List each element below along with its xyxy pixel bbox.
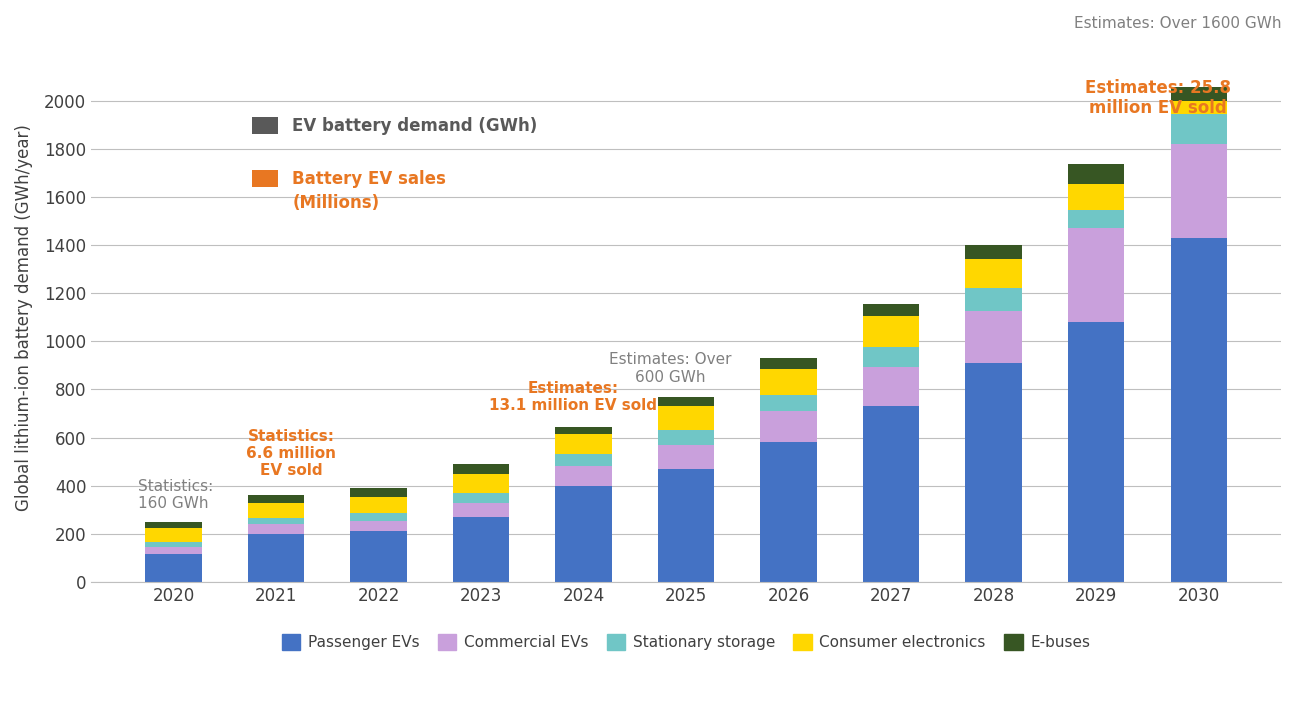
Bar [658,406,714,430]
Bar [761,411,816,442]
Bar [761,358,816,369]
Text: Estimates: 25.8
million EV sold: Estimates: 25.8 million EV sold [1085,79,1231,117]
Bar [761,369,816,395]
Bar [966,289,1021,311]
Bar [761,442,816,582]
Bar [556,467,612,486]
Bar [863,316,919,348]
Text: Statistics:
6.6 million
EV sold: Statistics: 6.6 million EV sold [246,429,337,478]
Bar [556,454,612,467]
Bar [966,363,1021,582]
Bar [350,497,407,513]
Bar [658,469,714,582]
Bar [1170,100,1227,114]
Bar [658,397,714,406]
Bar [966,260,1021,289]
Bar [251,117,279,134]
Bar [966,311,1021,363]
Bar [452,493,509,502]
Bar [248,518,305,524]
Bar [452,464,509,474]
Bar [556,427,612,434]
Bar [145,522,202,528]
Text: Battery EV sales
(Millions): Battery EV sales (Millions) [293,170,446,212]
Text: Estimates: Over 1600 GWh: Estimates: Over 1600 GWh [1073,16,1280,31]
Bar [248,495,305,502]
Bar [350,521,407,531]
Bar [350,513,407,521]
Y-axis label: Global lithium-ion battery demand (GWh/year): Global lithium-ion battery demand (GWh/y… [16,124,32,510]
Bar [1170,238,1227,582]
Bar [350,531,407,582]
Bar [1068,210,1125,228]
Bar [863,304,919,316]
Bar [251,170,279,188]
Bar [452,474,509,493]
Bar [248,534,305,582]
Bar [1068,322,1125,582]
Text: Estimates:
13.1 million EV sold: Estimates: 13.1 million EV sold [490,381,657,414]
Legend: Passenger EVs, Commercial EVs, Stationary storage, Consumer electronics, E-buses: Passenger EVs, Commercial EVs, Stationar… [276,628,1096,656]
Bar [145,528,202,542]
Bar [863,348,919,366]
Bar [761,395,816,411]
Bar [966,245,1021,260]
Bar [452,517,509,582]
Bar [1068,184,1125,210]
Bar [145,542,202,547]
Bar [1068,164,1125,184]
Bar [248,524,305,534]
Bar [863,406,919,582]
Text: EV battery demand (GWh): EV battery demand (GWh) [293,117,538,134]
Bar [1170,87,1227,100]
Bar [658,430,714,445]
Bar [1170,144,1227,238]
Bar [863,366,919,406]
Bar [145,547,202,554]
Bar [658,445,714,469]
Text: Estimates: Over
600 GWh: Estimates: Over 600 GWh [609,352,732,385]
Bar [1170,114,1227,144]
Bar [248,502,305,518]
Bar [452,502,509,517]
Text: Statistics:
160 GWh: Statistics: 160 GWh [137,478,213,511]
Bar [350,488,407,497]
Bar [556,486,612,582]
Bar [145,554,202,582]
Bar [1068,228,1125,322]
Bar [556,434,612,454]
